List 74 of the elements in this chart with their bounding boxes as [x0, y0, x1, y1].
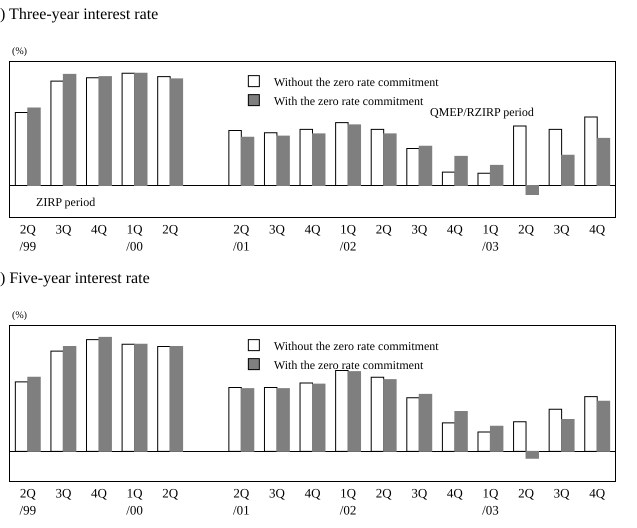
bar: [276, 136, 290, 186]
x-tick-label: 2Q: [162, 486, 179, 501]
x-tick-label: 4Q: [304, 486, 322, 501]
x-tick-label: 1Q /03: [482, 222, 499, 254]
x-tick-label: 4Q: [589, 222, 606, 237]
x-tick-label: 1Q /00: [126, 222, 144, 254]
x-tick-label: 3Q: [411, 486, 428, 501]
x-tick-label: 3Q: [55, 222, 72, 237]
x-tick-label: 1Q /00: [126, 486, 144, 518]
x-tick-label: 1Q /03: [482, 486, 499, 518]
bar: [561, 418, 575, 452]
x-tick-label: 2Q: [162, 222, 179, 237]
bar: [134, 72, 148, 186]
x-tick-label: 3Q: [554, 222, 570, 237]
x-tick-label: 4Q: [589, 486, 606, 501]
bar: [240, 388, 254, 452]
x-tick-label: 2Q /99: [19, 486, 36, 518]
bar: [596, 138, 610, 186]
bar: [454, 156, 468, 186]
x-tick-label: 3Q: [268, 486, 286, 501]
x-tick-label: 3Q: [268, 222, 286, 237]
x-tick-label: 2Q: [376, 222, 392, 237]
bar: [454, 410, 468, 452]
x-tick-label: 3Q: [411, 222, 428, 237]
bar: [348, 124, 362, 186]
bar: [27, 108, 41, 186]
x-tick-label: 4Q: [91, 222, 108, 237]
bar: [276, 388, 290, 452]
bar: [27, 376, 41, 452]
bar: [383, 379, 397, 452]
x-tick-label: 2Q: [518, 486, 535, 501]
bar: [98, 76, 112, 186]
bar: [62, 346, 76, 452]
bar: [170, 346, 184, 452]
chart-title: ) Three-year interest rate: [0, 6, 158, 24]
x-tick-label: 4Q: [304, 222, 322, 237]
x-tick-label: 2Q /01: [233, 486, 250, 518]
x-tick-label: 1Q /02: [340, 222, 357, 254]
x-tick-label: 2Q: [518, 222, 535, 237]
bar: [418, 146, 432, 186]
bar: [596, 400, 610, 452]
bar: [312, 384, 326, 452]
bar: [134, 344, 148, 452]
bar: [490, 426, 504, 452]
legend-label: Without the zero rate commitment: [274, 74, 440, 89]
x-tick-label: 2Q: [376, 486, 392, 501]
x-tick-label: 2Q /01: [233, 222, 250, 254]
y-axis-title: (%): [12, 310, 27, 321]
annotation: QMEP/RZIRP period: [430, 105, 534, 119]
bar: [526, 450, 539, 459]
x-tick-label: 2Q /99: [19, 222, 36, 254]
x-tick-label: 1Q /02: [340, 486, 357, 518]
legend-label: With the zero rate commitment: [274, 94, 424, 108]
bar: [526, 185, 539, 196]
bar: [418, 394, 432, 452]
bar: [383, 133, 397, 186]
bar: [240, 136, 254, 186]
bar: [62, 74, 76, 186]
x-tick-label: 4Q: [91, 486, 108, 501]
bar: [312, 133, 326, 186]
bar: [348, 371, 362, 452]
text: ZIRP period: [36, 195, 96, 209]
x-tick-label: 3Q: [55, 486, 72, 501]
bar: [98, 336, 112, 452]
x-tick-label: 4Q: [446, 486, 464, 501]
legend-label: With the zero rate commitment: [274, 358, 424, 372]
bar: [561, 154, 575, 186]
legend-label: Without the zero rate commitment: [274, 338, 440, 353]
bar: [490, 164, 504, 186]
x-tick-label: 3Q: [554, 486, 570, 501]
bar: [170, 78, 184, 186]
chart-title: ) Five-year interest rate: [0, 270, 150, 288]
x-tick-label: 4Q: [446, 222, 464, 237]
y-axis-title: (%): [12, 46, 27, 57]
